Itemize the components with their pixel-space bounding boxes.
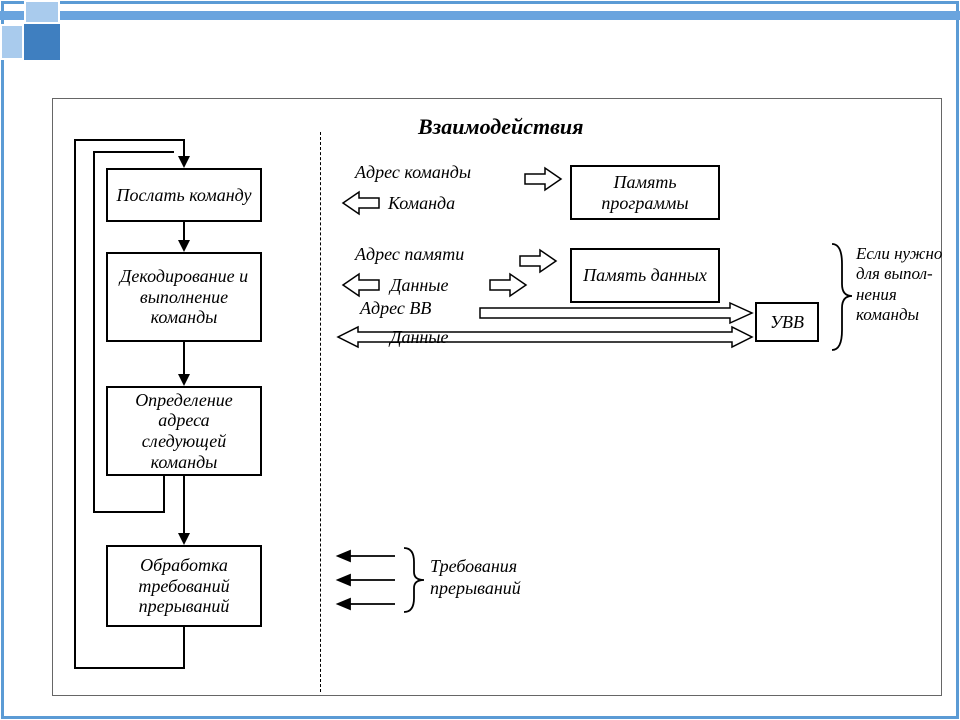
flow-box-decode-exec: Декодирование и выполнение команды (106, 252, 262, 342)
label-addr-cmd: Адрес команды (355, 162, 471, 183)
label-addr-mem: Адрес памяти (355, 244, 464, 265)
flow-box4-label: Обработка требований прерываний (114, 555, 254, 617)
box-r1-label: Память программы (578, 172, 712, 213)
label-data1: Данные (390, 275, 449, 296)
box-data-memory: Память данных (570, 248, 720, 303)
flow-box3-label: Определение адреса следующей команды (114, 390, 254, 473)
flow-box-send-command: Послать команду (106, 168, 262, 222)
header-stripe (0, 11, 960, 20)
flow-box1-label: Послать команду (116, 185, 251, 206)
flow-box-next-addr: Определение адреса следующей команды (106, 386, 262, 476)
corner-box-3 (22, 22, 62, 62)
box-program-memory: Память программы (570, 165, 720, 220)
flow-box2-label: Декодирование и выполнение команды (114, 266, 254, 328)
box-r2-label: Память данных (583, 265, 707, 286)
label-addr-io: Адрес ВВ (360, 298, 431, 319)
label-cmd: Команда (388, 193, 455, 214)
box-r3-label: УВВ (770, 312, 804, 333)
dashed-separator (320, 132, 321, 692)
box-io-device: УВВ (755, 302, 819, 342)
flow-box-interrupts: Обработка требований прерываний (106, 545, 262, 627)
label-data2: Данные (390, 327, 449, 348)
diagram-title: Взаимодействия (418, 114, 583, 140)
label-if-needed: Если нужно для выпол-нения команды (856, 244, 952, 326)
label-interrupt-req: Требования прерываний (430, 556, 600, 599)
